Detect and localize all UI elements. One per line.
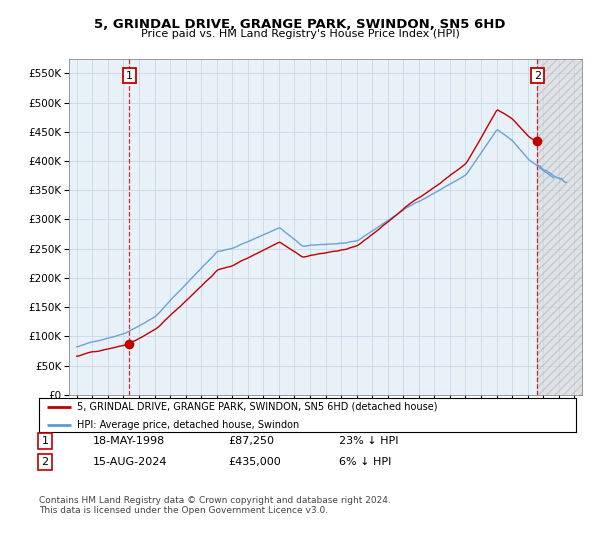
Text: Price paid vs. HM Land Registry's House Price Index (HPI): Price paid vs. HM Land Registry's House …	[140, 29, 460, 39]
Text: £87,250: £87,250	[228, 436, 274, 446]
Text: 2: 2	[533, 71, 541, 81]
Bar	[537, 59, 582, 395]
Text: 6% ↓ HPI: 6% ↓ HPI	[339, 457, 391, 467]
Text: 1: 1	[41, 436, 49, 446]
Text: £435,000: £435,000	[228, 457, 281, 467]
Text: HPI: Average price, detached house, Swindon: HPI: Average price, detached house, Swin…	[77, 419, 299, 430]
Text: 15-AUG-2024: 15-AUG-2024	[93, 457, 167, 467]
Text: 5, GRINDAL DRIVE, GRANGE PARK, SWINDON, SN5 6HD: 5, GRINDAL DRIVE, GRANGE PARK, SWINDON, …	[94, 18, 506, 31]
Text: Contains HM Land Registry data © Crown copyright and database right 2024.
This d: Contains HM Land Registry data © Crown c…	[39, 496, 391, 515]
Text: 5, GRINDAL DRIVE, GRANGE PARK, SWINDON, SN5 6HD (detached house): 5, GRINDAL DRIVE, GRANGE PARK, SWINDON, …	[77, 402, 437, 412]
Text: 1: 1	[126, 71, 133, 81]
Text: 18-MAY-1998: 18-MAY-1998	[93, 436, 165, 446]
Text: 23% ↓ HPI: 23% ↓ HPI	[339, 436, 398, 446]
Text: 2: 2	[41, 457, 49, 467]
